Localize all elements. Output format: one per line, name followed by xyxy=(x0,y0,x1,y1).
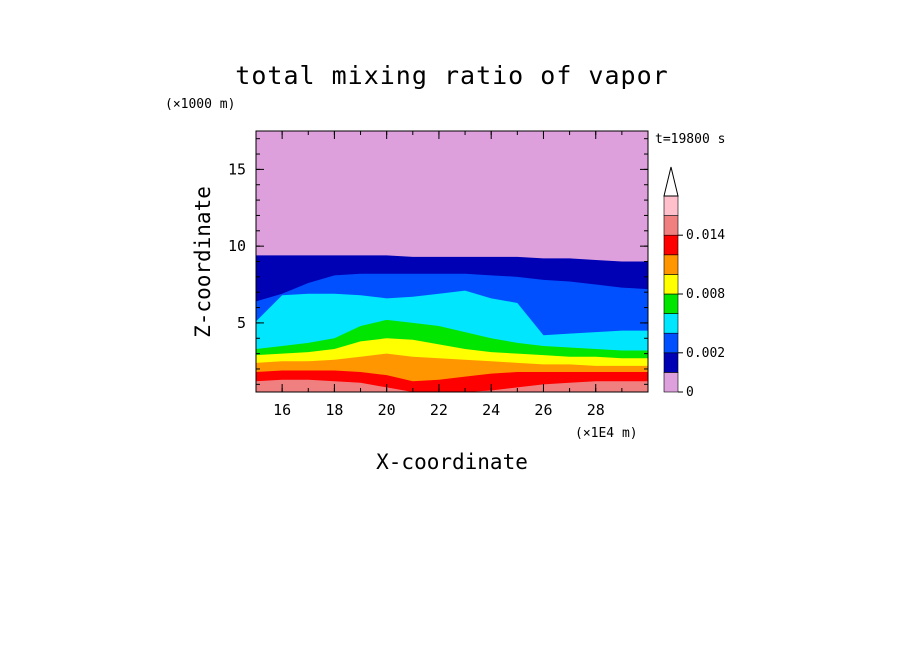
x-axis-unit: (×1E4 m) xyxy=(575,426,638,441)
x-tick-label: 16 xyxy=(273,401,291,419)
colorbar-tick-label: 0.014 xyxy=(686,228,725,243)
x-tick-label: 26 xyxy=(534,401,552,419)
colorbar-swatch xyxy=(663,254,679,275)
chart-title: total mixing ratio of vapor xyxy=(235,61,668,90)
x-tick-label: 28 xyxy=(587,401,605,419)
y-axis-unit: (×1000 m) xyxy=(165,97,235,112)
x-axis: 16 18 20 22 24 26 28 xyxy=(255,131,649,419)
colorbar-swatch xyxy=(663,372,679,393)
colorbar-swatch xyxy=(663,274,679,295)
colorbar-swatch xyxy=(663,293,679,314)
time-label: t=19800 s xyxy=(655,132,725,147)
x-tick-label: 22 xyxy=(430,401,448,419)
colorbar-swatch xyxy=(663,215,679,236)
colorbar-swatch xyxy=(663,195,679,216)
colorbar-swatch xyxy=(663,313,679,334)
colorbar-extend-arrow xyxy=(663,166,679,197)
contour-field xyxy=(256,131,648,392)
colorbar-swatch xyxy=(663,332,679,354)
y-tick-label: 15 xyxy=(228,160,246,178)
colorbar-tick-label: 0.008 xyxy=(686,287,725,302)
colorbar-swatch xyxy=(663,352,679,373)
contour-band xyxy=(256,379,648,392)
colorbar: 0 0.002 0.008 0.014 xyxy=(663,166,725,400)
x-tick-label: 20 xyxy=(378,401,396,419)
colorbar-tick-label: 0.002 xyxy=(686,346,725,361)
y-tick-label: 10 xyxy=(228,237,246,255)
x-tick-label: 18 xyxy=(325,401,343,419)
y-axis: 5 10 15 xyxy=(228,138,648,385)
x-tick-label: 24 xyxy=(482,401,500,419)
colorbar-swatch xyxy=(663,234,679,256)
y-tick-label: 5 xyxy=(237,314,246,332)
x-axis-title: X-coordinate xyxy=(376,450,528,474)
y-axis-title: Z-coordinate xyxy=(191,186,215,338)
colorbar-tick-label: 0 xyxy=(686,385,694,400)
